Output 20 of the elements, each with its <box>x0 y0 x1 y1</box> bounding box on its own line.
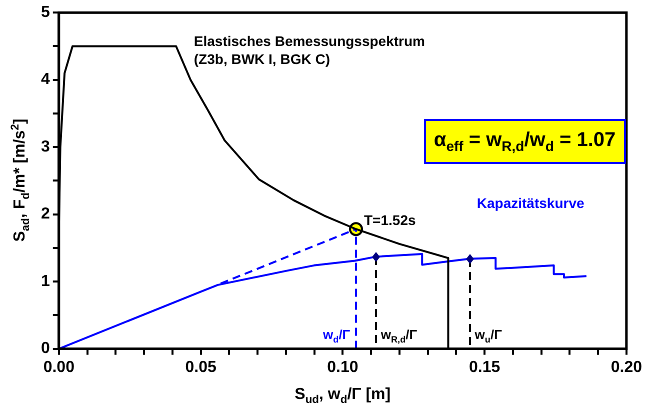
text: Kapazitätskurve <box>476 194 584 211</box>
x-tick-label: 0.15 <box>468 358 500 376</box>
x-tick-label: 0.20 <box>610 358 642 376</box>
y-tick-label: 1 <box>40 272 50 290</box>
y-tick-label: 2 <box>40 206 50 223</box>
x-axis-title: S$_{ud}$, w$_{d}$/Γ [m] <box>294 386 391 406</box>
annotation: w$_{d}$/Γ <box>323 326 350 344</box>
annotation: T=1.52s <box>364 212 416 228</box>
annotation: w$_{u}$/Γ <box>474 326 502 344</box>
x-tick-label: 0.05 <box>185 358 216 376</box>
annotation: (Z3b, BWK I, BGK C) <box>194 50 330 67</box>
y-tick-label: 4 <box>40 71 50 88</box>
annotation: α$_{eff}$ = w$_{R,d}$/w$_{d}$ = 1.07 <box>424 118 626 164</box>
annotation: w$_{R,d}$/Γ <box>380 326 418 344</box>
y-tick-label: 3 <box>40 138 50 156</box>
y-tick-label: 0 <box>40 340 50 358</box>
x-tick-label: 0.10 <box>327 358 358 376</box>
series-label: Elastisches Bemessungsspektrum <box>194 32 425 49</box>
x-tick-label: 0.00 <box>43 358 75 376</box>
y-tick-label: 5 <box>40 4 50 22</box>
